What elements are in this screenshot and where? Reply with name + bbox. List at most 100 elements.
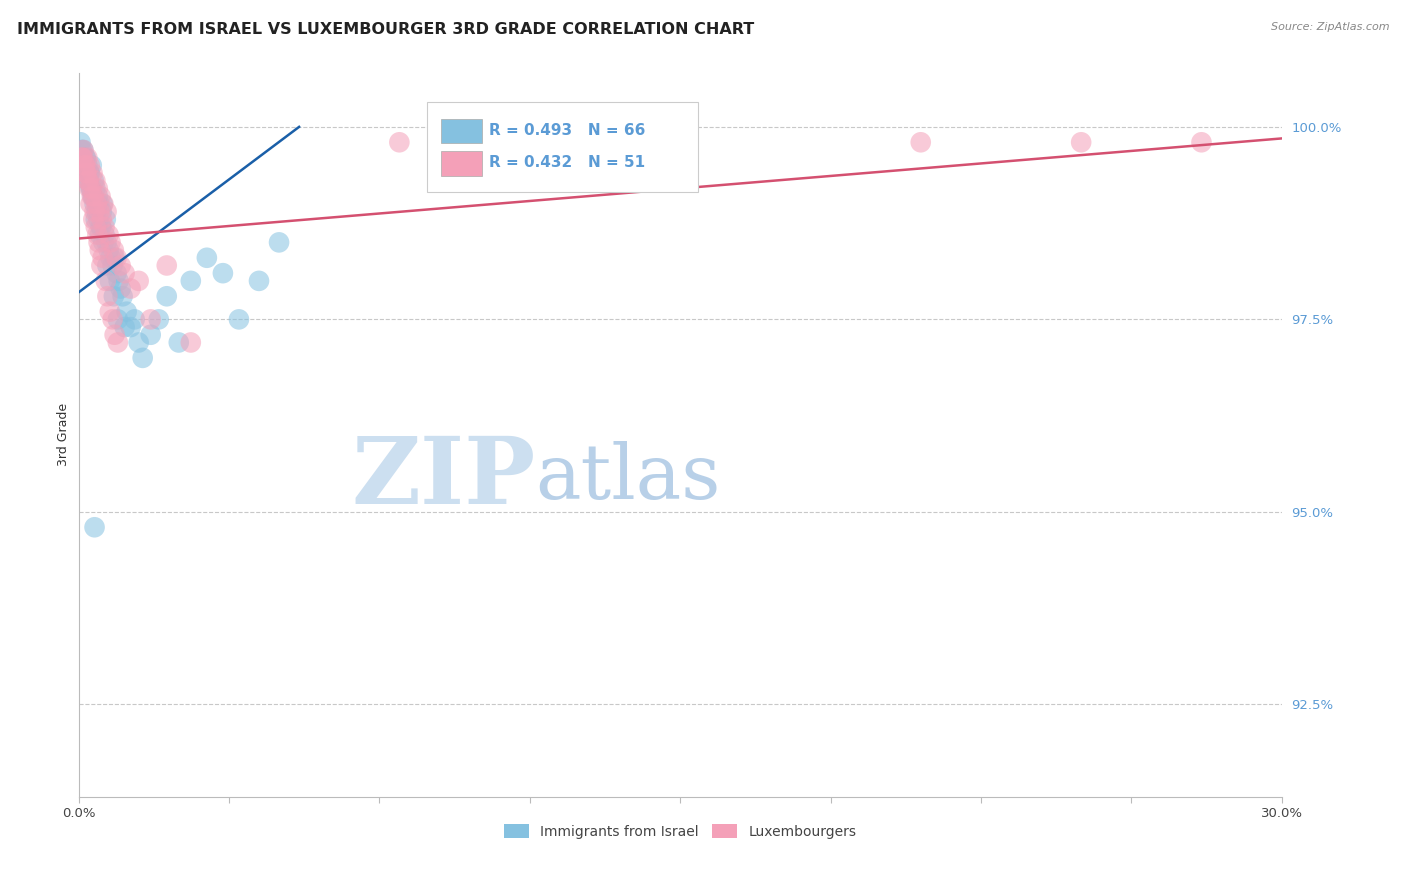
Point xyxy=(107,274,129,288)
Point xyxy=(75,158,97,172)
Point xyxy=(124,312,146,326)
Point xyxy=(75,166,97,180)
Point xyxy=(79,181,101,195)
Point xyxy=(96,204,118,219)
Point xyxy=(89,197,111,211)
Y-axis label: 3rd Grade: 3rd Grade xyxy=(58,403,70,467)
Point xyxy=(93,227,115,242)
Point xyxy=(105,251,128,265)
Point xyxy=(115,304,138,318)
Point xyxy=(70,151,93,165)
Point xyxy=(79,166,101,180)
Point xyxy=(180,274,202,288)
Point xyxy=(82,189,104,203)
Point xyxy=(76,166,98,180)
Point xyxy=(91,251,114,265)
Point xyxy=(100,251,122,265)
Point xyxy=(83,174,105,188)
Point xyxy=(228,312,250,326)
Point xyxy=(100,235,122,250)
Point xyxy=(76,174,98,188)
Point xyxy=(131,351,153,365)
Point xyxy=(139,327,162,342)
Point xyxy=(73,158,96,172)
Point xyxy=(167,335,190,350)
Point xyxy=(120,320,142,334)
Point xyxy=(247,274,270,288)
Point xyxy=(87,235,110,250)
Point xyxy=(94,274,117,288)
Point xyxy=(105,266,128,280)
Point xyxy=(82,212,104,227)
Point xyxy=(91,197,114,211)
Point xyxy=(72,143,94,157)
Point xyxy=(114,266,136,280)
Point xyxy=(87,212,110,227)
Point xyxy=(156,289,179,303)
Point xyxy=(128,335,150,350)
Point xyxy=(86,227,108,242)
Point xyxy=(82,166,104,180)
Point xyxy=(90,219,112,234)
Point xyxy=(80,181,103,195)
Point xyxy=(101,259,124,273)
Point xyxy=(87,189,110,203)
Point xyxy=(80,181,103,195)
Point xyxy=(90,204,112,219)
Point xyxy=(139,312,162,326)
Point xyxy=(910,136,932,150)
Point xyxy=(73,158,96,172)
Point xyxy=(90,259,112,273)
Point xyxy=(94,212,117,227)
Point xyxy=(69,136,91,150)
Point xyxy=(111,289,134,303)
FancyBboxPatch shape xyxy=(440,151,482,176)
Point xyxy=(86,197,108,211)
Point xyxy=(180,335,202,350)
Point xyxy=(77,174,100,188)
Point xyxy=(212,266,235,280)
Point xyxy=(79,166,101,180)
Point xyxy=(83,520,105,534)
Point xyxy=(107,312,129,326)
Point xyxy=(83,197,105,211)
Point xyxy=(103,243,125,257)
Point xyxy=(70,143,93,157)
Text: atlas: atlas xyxy=(536,442,721,516)
Point xyxy=(93,235,115,250)
Legend: Immigrants from Israel, Luxembourgers: Immigrants from Israel, Luxembourgers xyxy=(498,818,862,844)
FancyBboxPatch shape xyxy=(440,119,482,144)
Point xyxy=(83,204,105,219)
Point xyxy=(84,181,107,195)
Point xyxy=(90,212,112,227)
Point xyxy=(89,204,111,219)
Point xyxy=(96,289,118,303)
Text: R = 0.493   N = 66: R = 0.493 N = 66 xyxy=(489,123,645,137)
Point xyxy=(104,251,127,265)
Point xyxy=(107,335,129,350)
Point xyxy=(89,243,111,257)
Point xyxy=(195,251,218,265)
Point xyxy=(101,312,124,326)
Point xyxy=(76,166,98,180)
Point xyxy=(93,219,115,234)
Point xyxy=(76,158,98,172)
Point xyxy=(156,259,179,273)
Point xyxy=(86,197,108,211)
Point xyxy=(76,151,98,165)
Point xyxy=(110,259,132,273)
Point xyxy=(83,189,105,203)
Point xyxy=(73,158,96,172)
Point xyxy=(84,212,107,227)
Point xyxy=(148,312,170,326)
Point xyxy=(628,136,651,150)
Point xyxy=(98,274,121,288)
Point xyxy=(1191,136,1213,150)
Point xyxy=(96,235,118,250)
Point xyxy=(93,197,115,211)
Point xyxy=(76,174,98,188)
Point xyxy=(79,197,101,211)
Point xyxy=(72,151,94,165)
FancyBboxPatch shape xyxy=(427,102,699,193)
Point xyxy=(87,181,110,195)
